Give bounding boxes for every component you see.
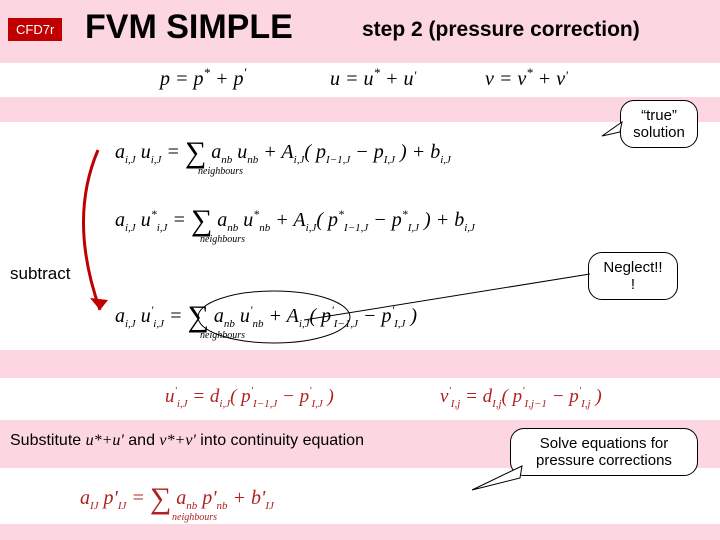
substitute-pre: Substitute [10,432,86,449]
callout-true-text: “true”solution [633,107,685,141]
substitute-line: Substitute u*+u' and v*+v' into continui… [10,432,364,450]
eq-p-decomp: p = p* + p' [160,68,246,91]
eq-neighbours-2: neighbours [200,234,245,245]
slide-title-main: FVM SIMPLE [85,8,293,47]
callout-true-tail [600,118,626,140]
callout-neglect-text: Neglect!!! [603,259,662,293]
eq-u-prime-result: u'i,J = di,J( p'I−1,J − p'I,J ) [165,386,334,410]
eq-neighbours-4: neighbours [172,512,217,523]
eq-pressure-correction: aIJ p'IJ = ∑ anb p'nb + b'IJ [80,478,274,512]
substitute-post: into continuity equation [196,432,364,449]
subtract-arrow-icon [60,140,120,330]
callout-solve: Solve equations forpressure corrections [510,428,698,476]
equation-strip-5 [0,378,720,420]
callout-true-solution: “true”solution [620,100,698,148]
callout-solve-text: Solve equations forpressure corrections [536,435,672,469]
course-badge: CFD7r [8,18,62,41]
neglect-pointer-line [300,270,596,326]
callout-solve-tail [470,464,530,494]
callout-neglect: Neglect!!! [588,252,678,300]
eq-momentum-star: ai,J u*i,J = ∑ anb u*nb + Ai,J( p*I−1,J … [115,200,475,234]
eq-neighbours-1: neighbours [198,166,243,177]
substitute-v: v*+v' [159,432,195,449]
eq-v-prime-result: v'I,j = dI,j( p'I,j−1 − p'I,j ) [440,386,602,410]
substitute-mid: and [124,432,160,449]
eq-momentum-true: ai,J ui,J = ∑ anb unb + Ai,J( pI−1,J − p… [115,132,451,166]
eq-v-decomp: v = v* + v' [485,68,568,91]
substitute-u: u*+u' [86,432,124,449]
slide-title-sub: step 2 (pressure correction) [362,18,640,42]
eq-u-decomp: u = u* + u' [330,68,416,91]
